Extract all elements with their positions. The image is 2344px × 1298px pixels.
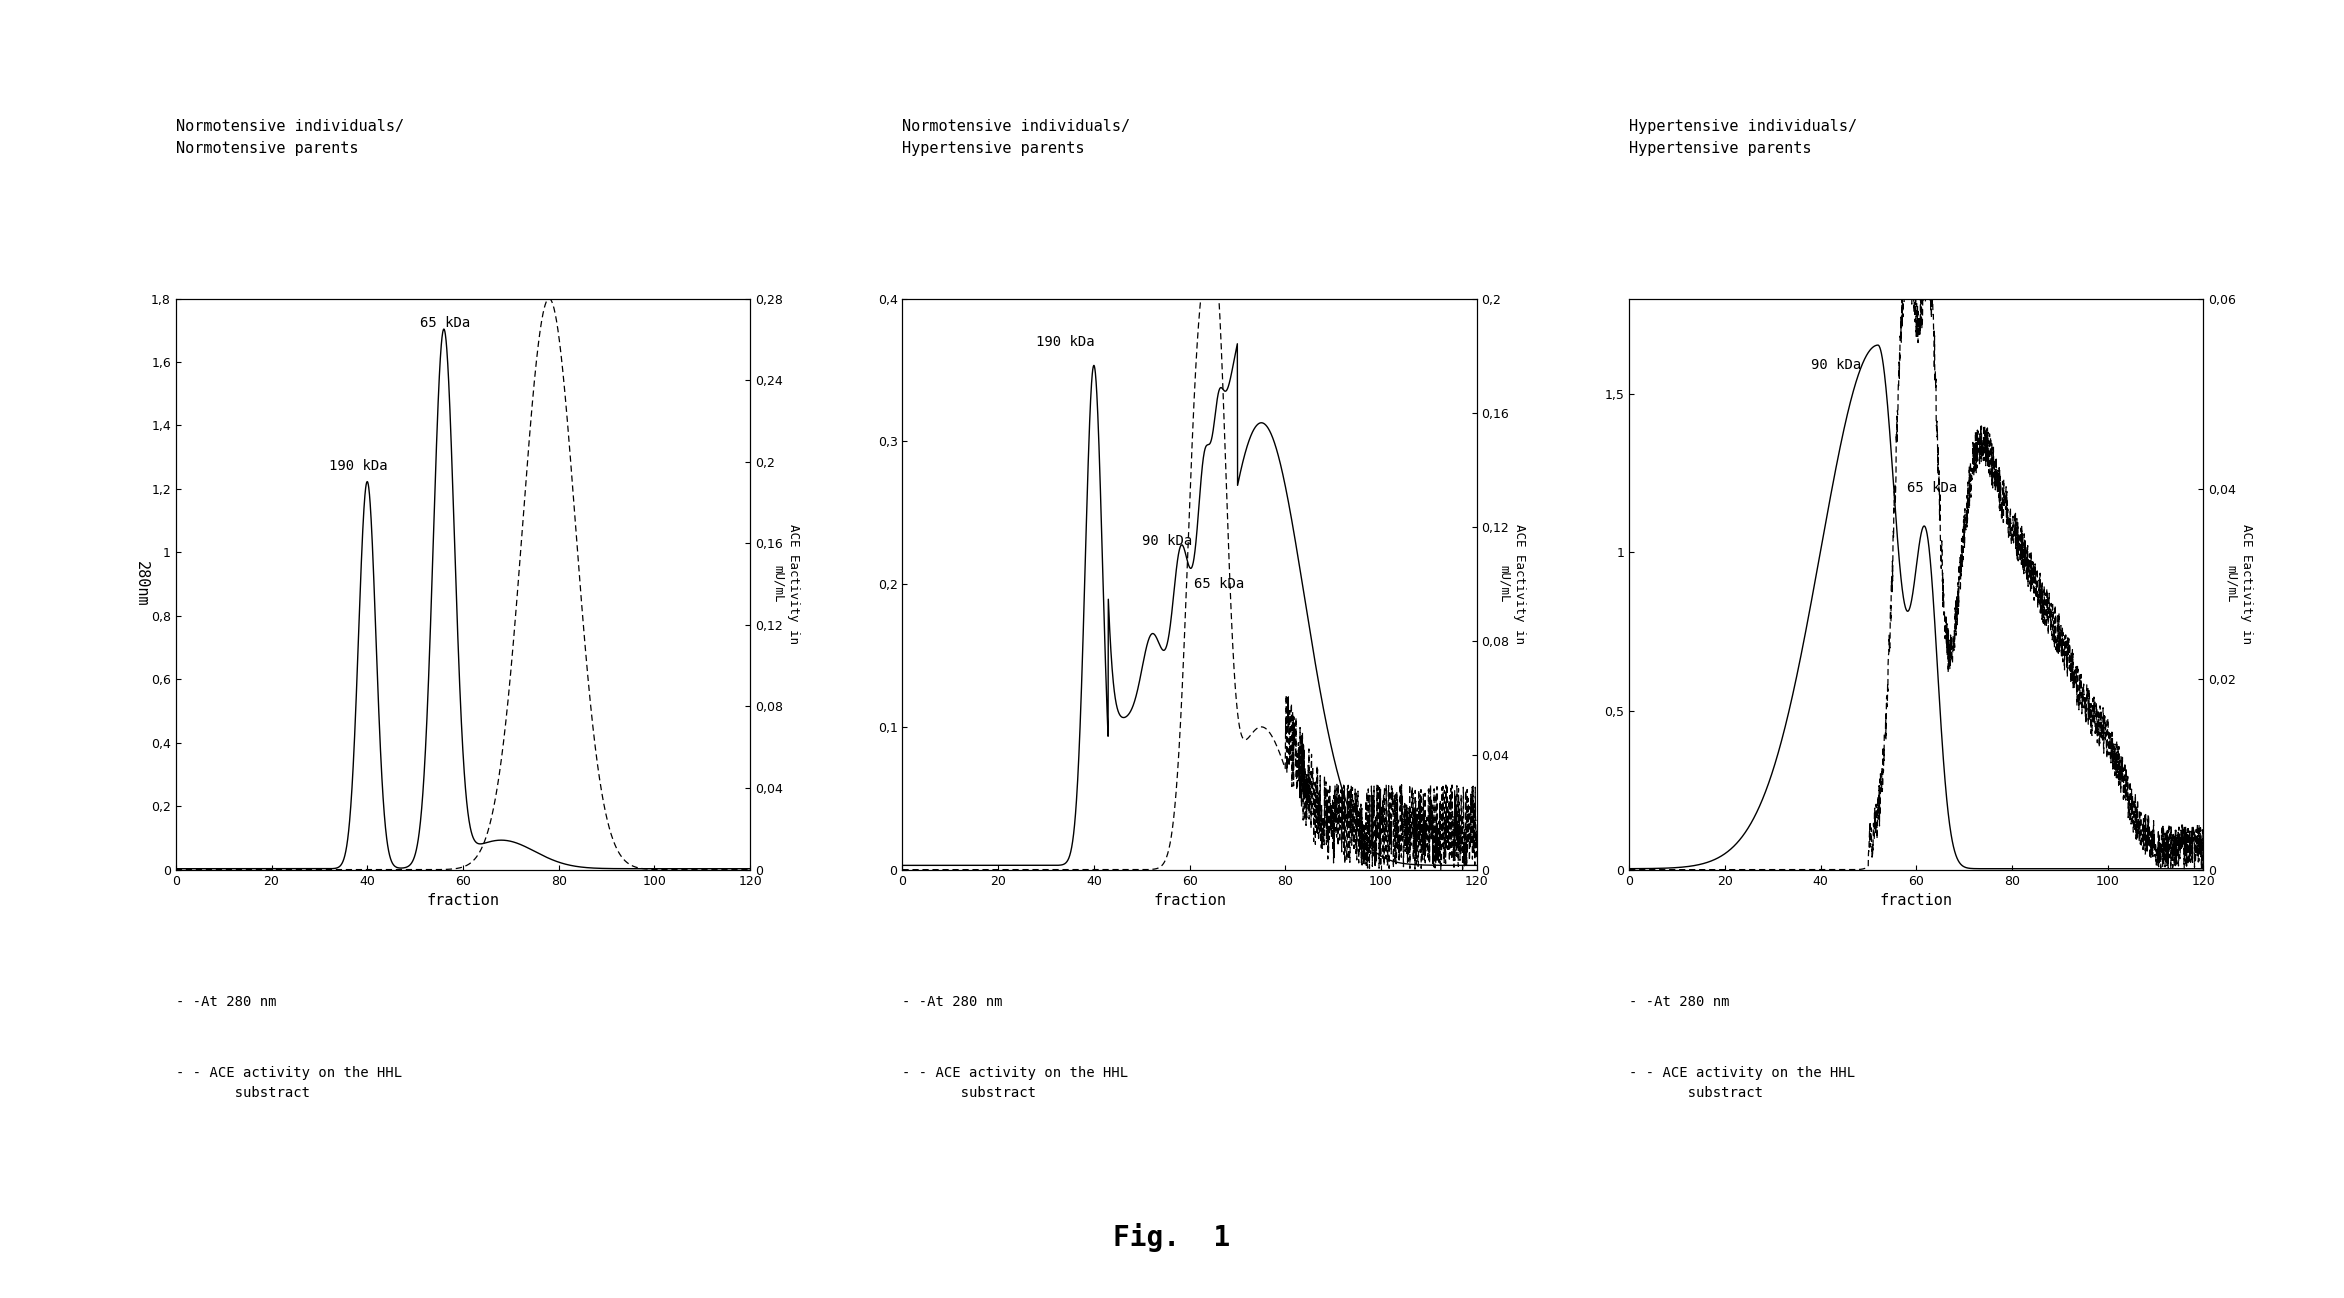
Text: - -At 280 nm: - -At 280 nm	[902, 996, 1003, 1009]
Text: 190 kDa: 190 kDa	[328, 459, 387, 472]
Text: 65 kDa: 65 kDa	[1195, 578, 1245, 592]
Text: Hypertensive individuals/
Hypertensive parents: Hypertensive individuals/ Hypertensive p…	[1629, 118, 1856, 156]
X-axis label: fraction: fraction	[1880, 893, 1953, 909]
Text: 90 kDa: 90 kDa	[1812, 357, 1861, 371]
Text: 90 kDa: 90 kDa	[1142, 535, 1193, 548]
Text: Normotensive individuals/
Normotensive parents: Normotensive individuals/ Normotensive p…	[176, 118, 403, 156]
Text: 190 kDa: 190 kDa	[1036, 335, 1095, 348]
Text: 65 kDa: 65 kDa	[420, 317, 471, 330]
Text: - - ACE activity on the HHL
       substract: - - ACE activity on the HHL substract	[176, 1067, 401, 1099]
Text: Normotensive individuals/
Hypertensive parents: Normotensive individuals/ Hypertensive p…	[902, 118, 1130, 156]
Text: - -At 280 nm: - -At 280 nm	[1629, 996, 1730, 1009]
Text: - -At 280 nm: - -At 280 nm	[176, 996, 277, 1009]
Y-axis label: ACE Eactivity in
mU/mL: ACE Eactivity in mU/mL	[771, 524, 799, 644]
Text: - - ACE activity on the HHL
       substract: - - ACE activity on the HHL substract	[902, 1067, 1127, 1099]
X-axis label: fraction: fraction	[1153, 893, 1226, 909]
Text: 65 kDa: 65 kDa	[1906, 482, 1957, 496]
Text: Fig.  1: Fig. 1	[1113, 1223, 1231, 1253]
Y-axis label: ACE Eactivity in
mU/mL: ACE Eactivity in mU/mL	[2224, 524, 2253, 644]
Text: - - ACE activity on the HHL
       substract: - - ACE activity on the HHL substract	[1629, 1067, 1854, 1099]
Y-axis label: ACE Eactivity in
mU/mL: ACE Eactivity in mU/mL	[1498, 524, 1526, 644]
X-axis label: fraction: fraction	[427, 893, 499, 909]
Y-axis label: 280nm: 280nm	[134, 561, 150, 607]
